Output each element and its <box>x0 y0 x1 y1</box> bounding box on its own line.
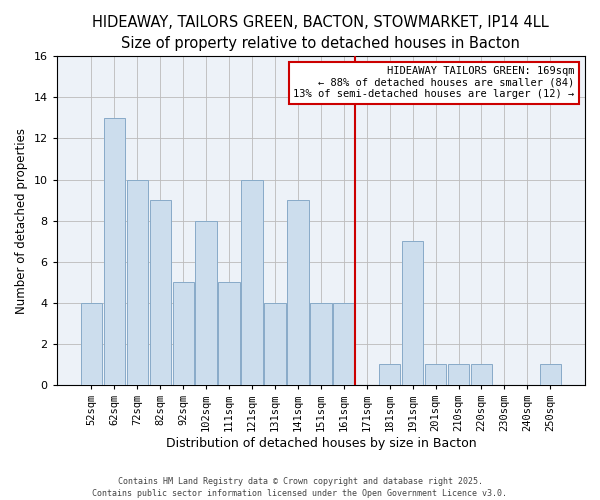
Bar <box>241 180 263 385</box>
Y-axis label: Number of detached properties: Number of detached properties <box>15 128 28 314</box>
Bar <box>379 364 400 385</box>
Bar <box>402 241 424 385</box>
Bar <box>173 282 194 385</box>
Bar <box>218 282 240 385</box>
Bar <box>539 364 561 385</box>
Title: HIDEAWAY, TAILORS GREEN, BACTON, STOWMARKET, IP14 4LL
Size of property relative : HIDEAWAY, TAILORS GREEN, BACTON, STOWMAR… <box>92 15 549 51</box>
Bar <box>196 220 217 385</box>
Bar <box>448 364 469 385</box>
Bar <box>104 118 125 385</box>
Bar <box>310 303 332 385</box>
Bar <box>149 200 171 385</box>
X-axis label: Distribution of detached houses by size in Bacton: Distribution of detached houses by size … <box>166 437 476 450</box>
Bar <box>127 180 148 385</box>
Bar <box>264 303 286 385</box>
Bar <box>333 303 355 385</box>
Text: HIDEAWAY TAILORS GREEN: 169sqm
← 88% of detached houses are smaller (84)
13% of : HIDEAWAY TAILORS GREEN: 169sqm ← 88% of … <box>293 66 574 100</box>
Bar <box>471 364 492 385</box>
Text: Contains HM Land Registry data © Crown copyright and database right 2025.
Contai: Contains HM Land Registry data © Crown c… <box>92 476 508 498</box>
Bar <box>81 303 102 385</box>
Bar <box>425 364 446 385</box>
Bar <box>287 200 308 385</box>
